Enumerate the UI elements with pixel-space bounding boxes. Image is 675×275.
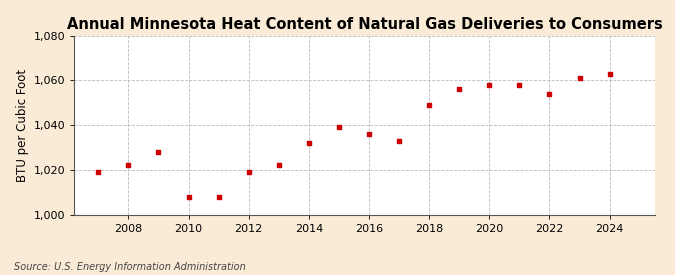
Title: Annual Minnesota Heat Content of Natural Gas Deliveries to Consumers: Annual Minnesota Heat Content of Natural… [67, 17, 662, 32]
Y-axis label: BTU per Cubic Foot: BTU per Cubic Foot [16, 68, 30, 182]
Point [213, 194, 224, 199]
Point [123, 163, 134, 167]
Point [574, 76, 585, 80]
Point [333, 125, 344, 130]
Point [544, 92, 555, 96]
Point [93, 170, 104, 174]
Point [364, 132, 375, 136]
Point [273, 163, 284, 167]
Point [394, 139, 404, 143]
Text: Source: U.S. Energy Information Administration: Source: U.S. Energy Information Administ… [14, 262, 245, 272]
Point [514, 83, 524, 87]
Point [424, 103, 435, 107]
Point [243, 170, 254, 174]
Point [183, 194, 194, 199]
Point [454, 87, 464, 92]
Point [304, 141, 315, 145]
Point [604, 72, 615, 76]
Point [484, 83, 495, 87]
Point [153, 150, 164, 154]
